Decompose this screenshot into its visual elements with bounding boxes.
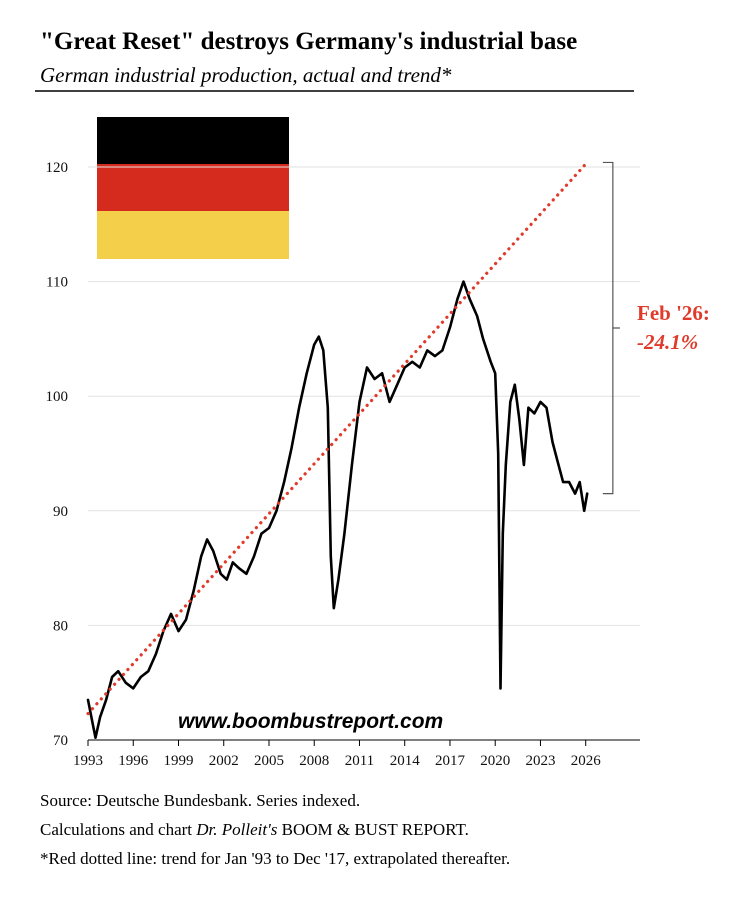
x-tick-label: 2014 xyxy=(390,753,421,769)
x-tick-label: 2020 xyxy=(480,753,510,769)
y-tick-label: 100 xyxy=(46,389,69,405)
annotation-text: -24.1% xyxy=(637,330,698,354)
chart-subtitle: German industrial production, actual and… xyxy=(40,63,452,87)
y-tick-label: 110 xyxy=(46,275,68,291)
data-line xyxy=(86,280,589,739)
footnote: *Red dotted line: trend for Jan '93 to D… xyxy=(40,849,510,868)
y-tick-label: 90 xyxy=(53,504,68,520)
x-tick-label: 2002 xyxy=(209,753,239,769)
x-tick-label: 2017 xyxy=(435,753,466,769)
y-tick-label: 80 xyxy=(53,618,68,634)
x-tick-label: 2008 xyxy=(299,753,329,769)
y-tick-label: 70 xyxy=(53,733,68,749)
footnote: Calculations and chart Dr. Polleit's BOO… xyxy=(40,820,469,839)
footnote-part: Dr. Polleit's xyxy=(195,820,277,839)
german-flag xyxy=(97,117,289,259)
watermark: www.boombustreport.com xyxy=(178,710,443,733)
trend-line xyxy=(86,160,589,716)
footnote-part: Calculations and chart xyxy=(40,820,196,839)
footnote-part: BOOM & BUST REPORT. xyxy=(277,820,469,839)
footnote-part: *Red dotted line: trend for Jan '93 to D… xyxy=(40,849,510,868)
chart-title: "Great Reset" destroys Germany's industr… xyxy=(40,28,577,55)
y-tick-label: 120 xyxy=(46,160,69,176)
x-tick-label: 1999 xyxy=(163,753,193,769)
annotation-text: Feb '26: xyxy=(637,301,710,325)
footnote-part: Source: Deutsche Bundesbank. Series inde… xyxy=(40,791,360,810)
x-tick-label: 1993 xyxy=(73,753,103,769)
x-tick-label: 1996 xyxy=(118,753,149,769)
x-tick-label: 2023 xyxy=(525,753,555,769)
x-tick-label: 2026 xyxy=(571,753,602,769)
bracket xyxy=(602,161,620,495)
x-tick-label: 2005 xyxy=(254,753,284,769)
x-tick-label: 2011 xyxy=(345,753,374,769)
footnote: Source: Deutsche Bundesbank. Series inde… xyxy=(40,791,360,810)
